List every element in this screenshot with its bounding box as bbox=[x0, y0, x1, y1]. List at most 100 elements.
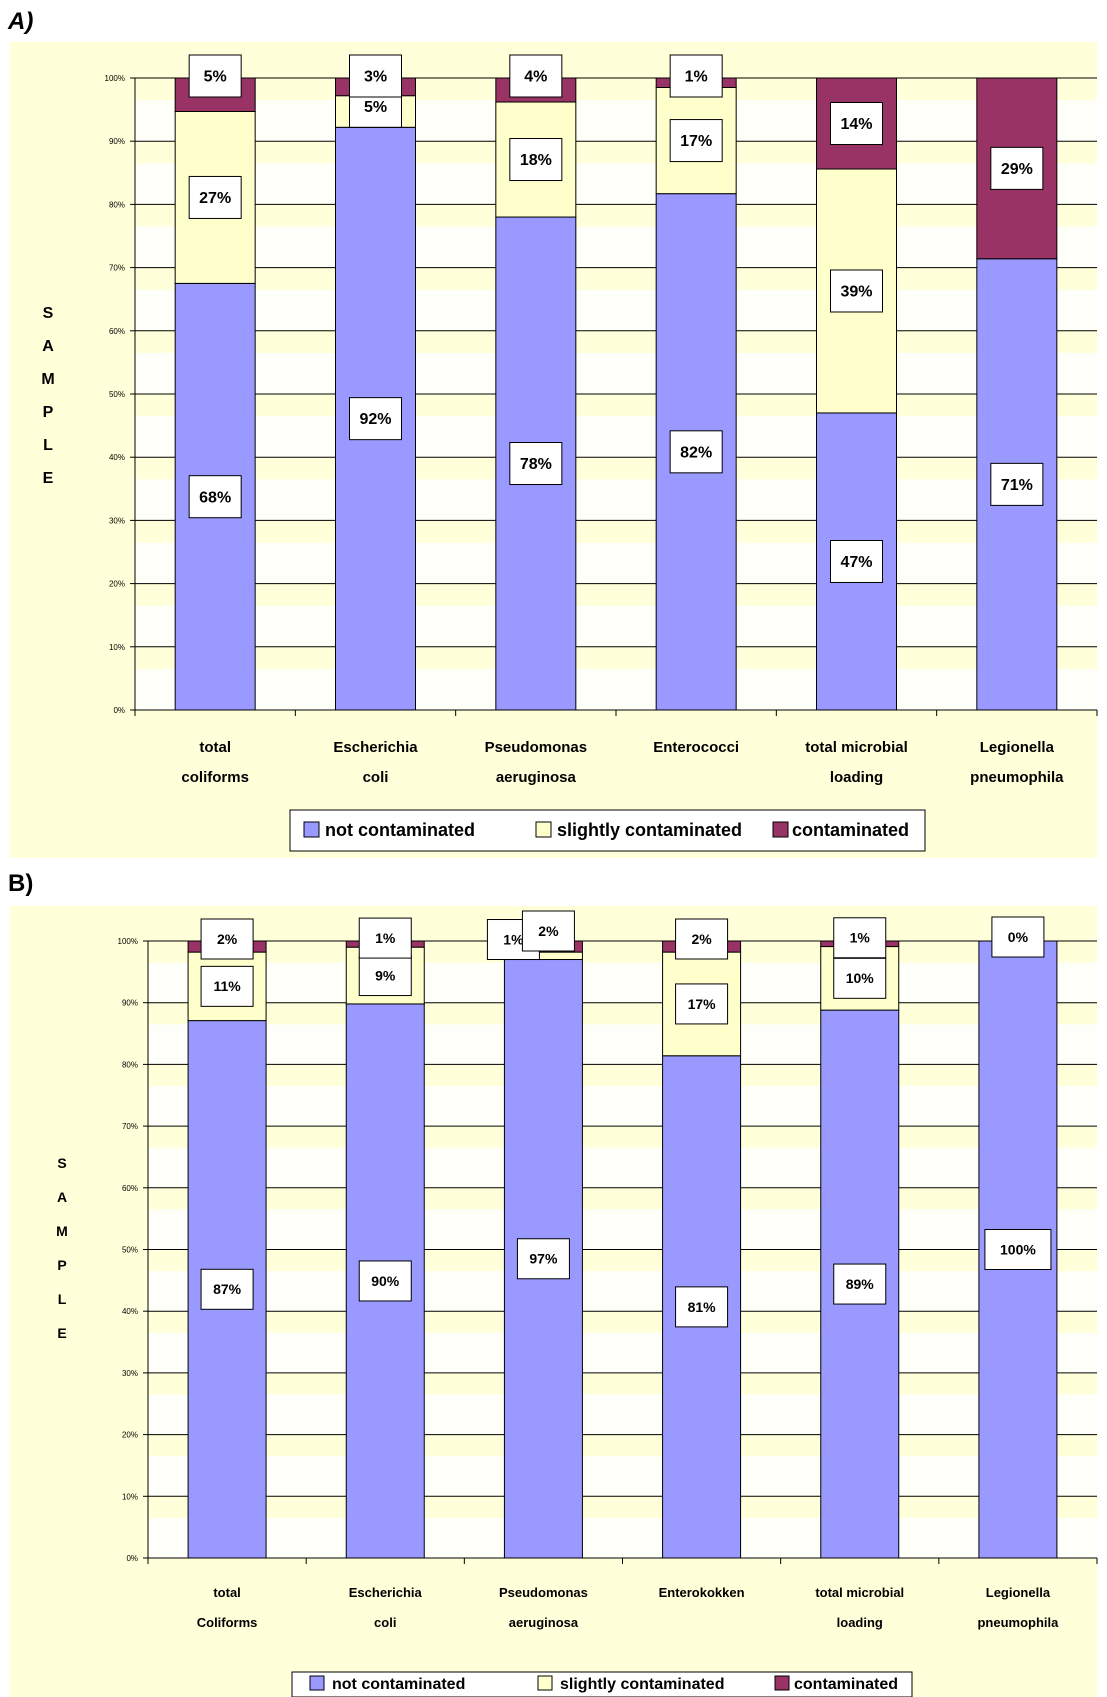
plot-band bbox=[135, 416, 1097, 457]
data-label: 89% bbox=[834, 1264, 886, 1304]
y-tick-label: 70% bbox=[109, 264, 125, 273]
data-label: 1% bbox=[670, 55, 722, 97]
data-label-text: 81% bbox=[688, 1299, 717, 1315]
data-label: 14% bbox=[831, 103, 883, 145]
data-label-text: 39% bbox=[840, 284, 872, 301]
data-label-text: 2% bbox=[691, 931, 712, 947]
x-tick-label: Escherichia bbox=[349, 1585, 423, 1600]
data-label-text: 3% bbox=[364, 69, 387, 86]
data-label: 1% bbox=[834, 918, 886, 958]
y-tick-label: 60% bbox=[109, 327, 125, 336]
x-tick-label: Enterokokken bbox=[659, 1585, 745, 1600]
x-tick-label: Pseudomonas bbox=[499, 1585, 588, 1600]
plot-band bbox=[135, 669, 1097, 710]
legend-entry: not contaminated bbox=[325, 820, 475, 840]
data-label-text: 87% bbox=[213, 1281, 242, 1297]
y-tick-label: 30% bbox=[109, 516, 125, 525]
y-tick-label: 40% bbox=[122, 1307, 138, 1316]
legend: not contaminated slightly contaminated con… bbox=[292, 1672, 912, 1697]
data-label: 87% bbox=[201, 1269, 253, 1309]
data-label: 17% bbox=[676, 984, 728, 1024]
y-tick-label: 50% bbox=[122, 1246, 138, 1255]
x-tick-label: Enterococci bbox=[653, 739, 739, 756]
y-axis-label-letter: S bbox=[57, 1155, 66, 1171]
data-label: 100% bbox=[985, 1230, 1051, 1270]
y-tick-label: 10% bbox=[109, 643, 125, 652]
x-tick-label: Escherichia bbox=[333, 739, 418, 756]
legend-swatch bbox=[304, 822, 319, 837]
data-label-text: 100% bbox=[1000, 1241, 1036, 1257]
data-label: 97% bbox=[517, 1239, 569, 1279]
legend-entry: contaminated bbox=[792, 820, 909, 840]
y-axis-label-letter: P bbox=[57, 1257, 66, 1273]
y-axis-label-letter: L bbox=[43, 437, 53, 454]
y-tick-label: 10% bbox=[122, 1492, 138, 1501]
plot-band bbox=[135, 290, 1097, 331]
y-axis-label-letter: L bbox=[58, 1291, 67, 1307]
y-tick-label: 20% bbox=[122, 1431, 138, 1440]
plot-band bbox=[148, 1086, 1097, 1126]
plot-band bbox=[135, 163, 1097, 204]
x-tick-label: loading bbox=[837, 1615, 883, 1630]
x-tick-label: Legionella bbox=[980, 739, 1055, 756]
x-tick-label: aeruginosa bbox=[496, 769, 577, 786]
x-tick-label: total bbox=[199, 739, 231, 756]
plot-band bbox=[135, 606, 1097, 647]
data-label-text: 27% bbox=[199, 190, 231, 207]
data-label: 27% bbox=[189, 176, 241, 218]
data-label-text: 2% bbox=[217, 931, 238, 947]
legend-entry: not contaminated bbox=[332, 1676, 465, 1693]
plot-band bbox=[135, 227, 1097, 268]
y-axis-label-letter: M bbox=[41, 371, 54, 388]
plot-band bbox=[148, 1271, 1097, 1311]
x-tick-label: Coliforms bbox=[197, 1615, 258, 1630]
data-label-text: 11% bbox=[213, 978, 241, 994]
data-label: 2% bbox=[522, 911, 574, 951]
y-axis-label-letter: M bbox=[56, 1223, 68, 1239]
data-label: 90% bbox=[359, 1261, 411, 1301]
x-tick-label: coli bbox=[363, 769, 389, 786]
data-label: 5% bbox=[189, 55, 241, 97]
data-label: 78% bbox=[510, 443, 562, 485]
chart-panel-b: 0%10%20%30%40%50%60%70%80%90%100%SAMPLE8… bbox=[10, 906, 1097, 1697]
data-label: 0% bbox=[992, 917, 1044, 957]
y-tick-label: 60% bbox=[122, 1184, 138, 1193]
y-tick-label: 20% bbox=[109, 580, 125, 589]
x-tick-label: total microbial bbox=[805, 739, 908, 756]
data-label-text: 4% bbox=[524, 69, 547, 86]
data-label-text: 1% bbox=[503, 931, 524, 947]
data-label-text: 78% bbox=[520, 456, 552, 473]
data-label: 82% bbox=[670, 431, 722, 473]
data-label-text: 71% bbox=[1001, 477, 1033, 494]
data-label-text: 0% bbox=[1008, 929, 1029, 945]
data-label: 29% bbox=[991, 147, 1043, 189]
legend-entry: slightly contaminated bbox=[560, 1676, 724, 1693]
data-label: 92% bbox=[350, 398, 402, 440]
y-axis-label-letter: A bbox=[42, 338, 54, 355]
data-label-text: 5% bbox=[204, 69, 227, 86]
legend-entry: slightly contaminated bbox=[557, 820, 742, 840]
data-label-text: 2% bbox=[538, 923, 559, 939]
plot-band bbox=[148, 1148, 1097, 1188]
plot-band bbox=[135, 353, 1097, 394]
data-label: 17% bbox=[670, 120, 722, 162]
data-label-text: 68% bbox=[199, 489, 231, 506]
data-label-text: 92% bbox=[359, 411, 391, 428]
data-label-text: 47% bbox=[840, 554, 872, 571]
data-label-text: 1% bbox=[850, 930, 871, 946]
data-label-text: 29% bbox=[1001, 161, 1033, 178]
legend-swatch bbox=[536, 822, 551, 837]
data-label: 9% bbox=[359, 956, 411, 996]
data-label-text: 1% bbox=[685, 69, 708, 86]
data-label-text: 82% bbox=[680, 444, 712, 461]
data-label: 39% bbox=[831, 270, 883, 312]
plot-band bbox=[148, 1024, 1097, 1064]
plot-band bbox=[148, 1209, 1097, 1249]
data-label: 2% bbox=[676, 919, 728, 959]
y-axis-label-letter: A bbox=[57, 1189, 67, 1205]
data-label-text: 18% bbox=[520, 152, 552, 169]
legend-swatch bbox=[773, 822, 788, 837]
legend-swatch bbox=[310, 1676, 324, 1690]
data-label: 18% bbox=[510, 139, 562, 181]
